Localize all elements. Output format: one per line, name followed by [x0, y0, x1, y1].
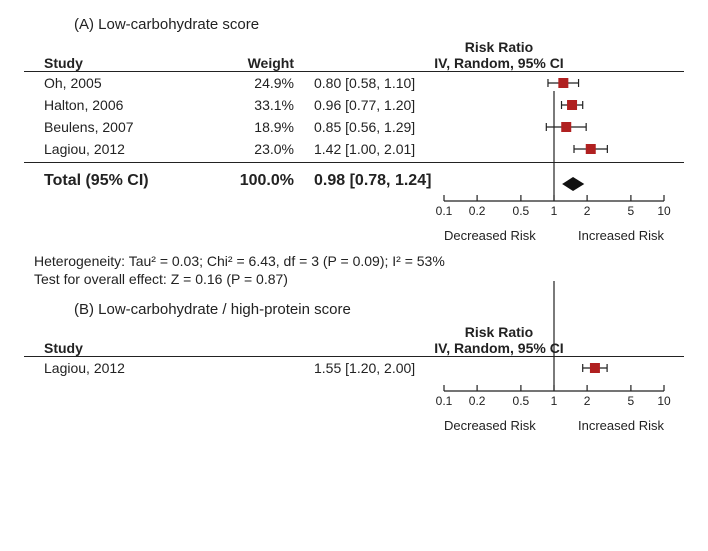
svg-text:0.1: 0.1 [436, 394, 453, 408]
study-name: Oh, 2005 [24, 75, 194, 91]
study-weight: 33.1% [194, 97, 314, 113]
study-rr: 1.55 [1.20, 2.00] [314, 360, 464, 376]
rr-header-bot-a: IV, Random, 95% CI [314, 55, 684, 71]
panel-a-title: (A) Low-carbohydrate score [74, 16, 684, 33]
svg-text:2: 2 [584, 394, 591, 408]
study-name: Beulens, 2007 [24, 119, 194, 135]
forest-point [464, 94, 684, 116]
svg-text:1: 1 [551, 394, 558, 408]
forest-diamond-a [464, 170, 684, 192]
svg-text:1: 1 [551, 204, 558, 218]
forest-axis-a: 0.10.20.512510 [444, 195, 664, 226]
study-name: Lagiou, 2012 [24, 360, 194, 376]
axis-right-label-b: Increased Risk [578, 418, 664, 433]
rr-header-bot-b: IV, Random, 95% CI [314, 340, 684, 356]
col-weight-header-a: Weight [194, 55, 314, 71]
col-study-header-b: Study [24, 340, 194, 356]
study-rr: 0.96 [0.77, 1.20] [314, 97, 464, 113]
svg-text:0.2: 0.2 [469, 394, 486, 408]
panel-b-title: (B) Low-carbohydrate / high-protein scor… [74, 301, 684, 318]
svg-text:2: 2 [584, 204, 591, 218]
rr-header-top-b: Risk Ratio [314, 324, 684, 340]
total-rr-a: 0.98 [0.78, 1.24] [314, 172, 464, 190]
study-weight: 18.9% [194, 119, 314, 135]
study-name: Halton, 2006 [24, 97, 194, 113]
forest-row: Beulens, 200718.9%0.85 [0.56, 1.29] [24, 116, 684, 138]
total-weight-a: 100.0% [194, 172, 314, 190]
forest-row: Lagiou, 2012 1.55 [1.20, 2.00] [24, 357, 684, 379]
axis-right-label-a: Increased Risk [578, 228, 664, 243]
forest-row: Halton, 200633.1%0.96 [0.77, 1.20] [24, 94, 684, 116]
svg-text:10: 10 [657, 394, 671, 408]
svg-text:0.1: 0.1 [436, 204, 453, 218]
study-rr: 1.42 [1.00, 2.01] [314, 141, 464, 157]
overall-effect-line: Test for overall effect: Z = 0.16 (P = 0… [34, 271, 684, 287]
forest-point [464, 138, 684, 160]
forest-point [464, 116, 684, 138]
svg-text:10: 10 [657, 204, 671, 218]
forest-axis-b: 0.10.20.512510 [444, 385, 664, 416]
study-weight: 24.9% [194, 75, 314, 91]
forest-point [464, 357, 684, 379]
heterogeneity-line: Heterogeneity: Tau² = 0.03; Chi² = 6.43,… [34, 253, 684, 269]
svg-text:0.2: 0.2 [469, 204, 486, 218]
svg-text:5: 5 [628, 204, 635, 218]
study-rr: 0.80 [0.58, 1.10] [314, 75, 464, 91]
axis-left-label-a: Decreased Risk [444, 228, 536, 243]
svg-text:0.5: 0.5 [513, 394, 530, 408]
col-study-header-a: Study [24, 55, 194, 71]
total-label-a: Total (95% CI) [24, 172, 194, 190]
study-weight: 23.0% [194, 141, 314, 157]
study-name: Lagiou, 2012 [24, 141, 194, 157]
rr-header-top-a: Risk Ratio [314, 39, 684, 55]
svg-text:5: 5 [628, 394, 635, 408]
forest-point [464, 72, 684, 94]
svg-text:0.5: 0.5 [513, 204, 530, 218]
axis-left-label-b: Decreased Risk [444, 418, 536, 433]
forest-row: Lagiou, 201223.0%1.42 [1.00, 2.01] [24, 138, 684, 160]
forest-row: Oh, 200524.9%0.80 [0.58, 1.10] [24, 72, 684, 94]
study-rr: 0.85 [0.56, 1.29] [314, 119, 464, 135]
